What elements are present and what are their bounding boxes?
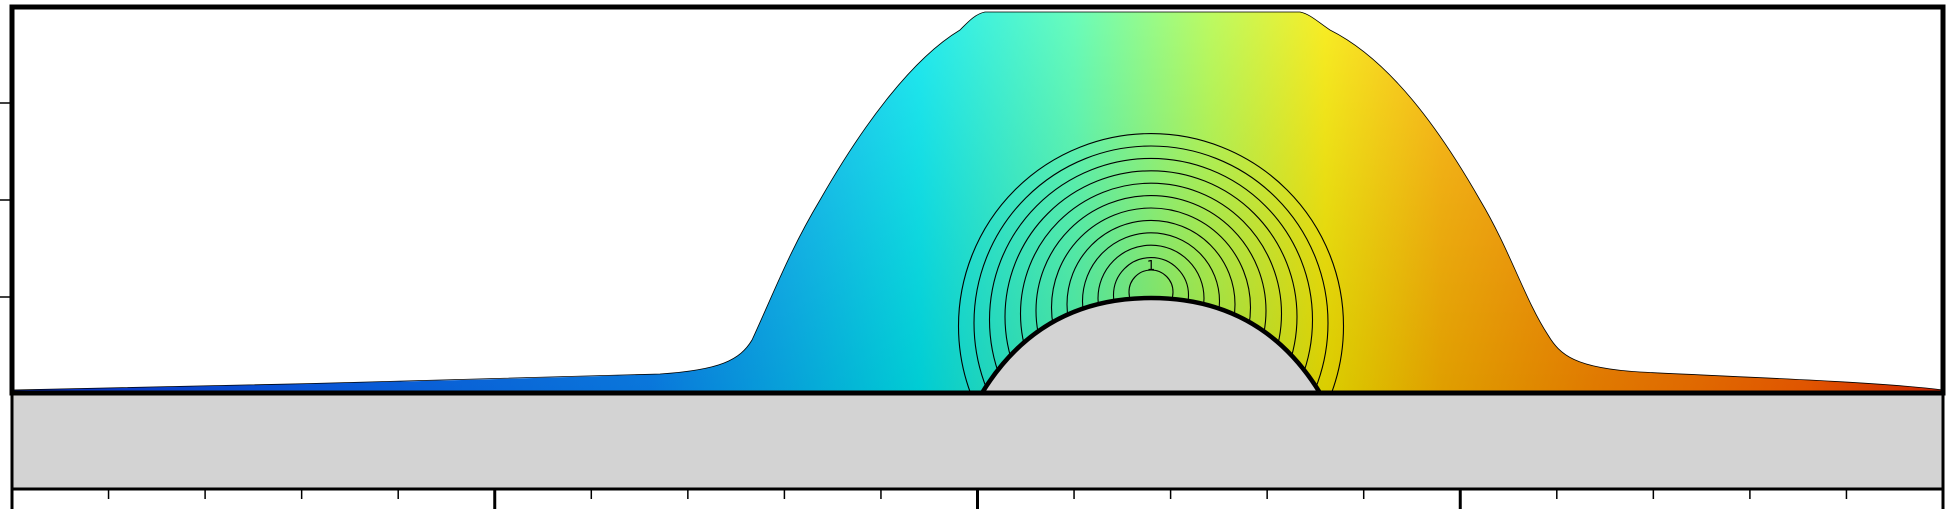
contour bbox=[1050, 207, 1252, 393]
contour bbox=[1004, 170, 1298, 393]
contour bbox=[973, 145, 1329, 393]
contour bbox=[1035, 195, 1267, 393]
ground bbox=[12, 393, 1943, 489]
obstacle bbox=[982, 298, 1320, 393]
contour bbox=[957, 133, 1345, 393]
ticks bbox=[0, 102, 1945, 509]
contour bbox=[1019, 182, 1283, 393]
contour bbox=[988, 157, 1314, 393]
contour-label: 1 bbox=[1147, 259, 1155, 274]
free-surface bbox=[11, 11, 1944, 393]
field-shade bbox=[12, 12, 1943, 393]
bed-line bbox=[12, 295, 1943, 396]
